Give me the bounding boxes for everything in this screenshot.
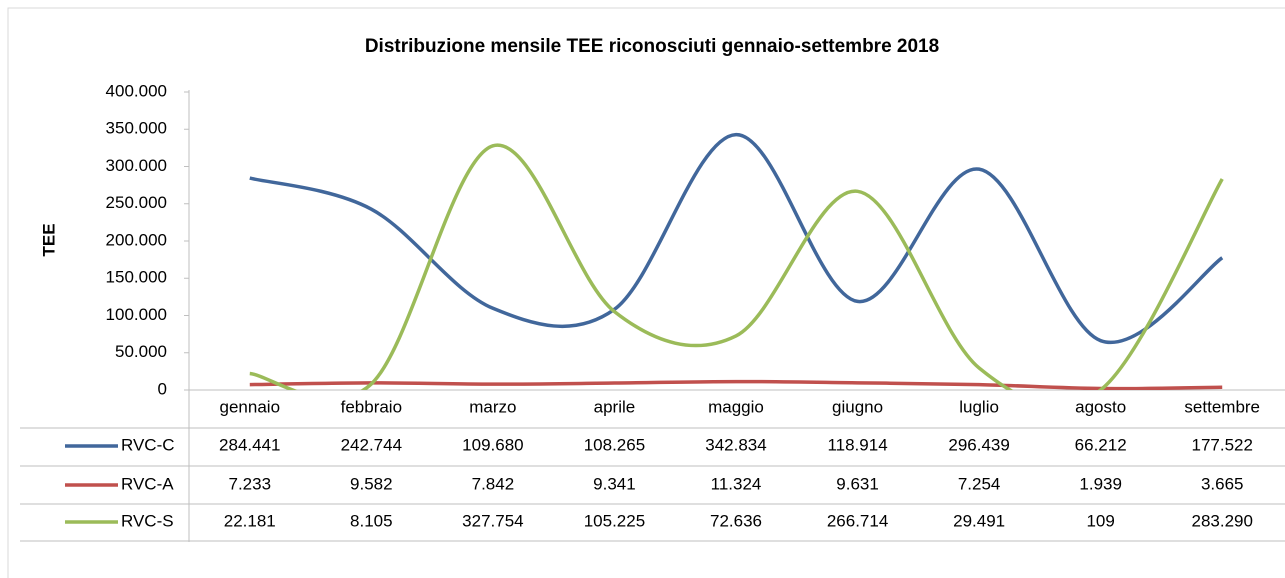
- table-value: 11.324: [711, 474, 762, 493]
- y-tick-label: 50.000: [115, 342, 167, 361]
- y-tick-label: 350.000: [106, 119, 167, 138]
- table-value: 108.265: [584, 435, 645, 454]
- chart-title: Distribuzione mensile TEE riconosciuti g…: [365, 36, 939, 57]
- table-value: 7.254: [958, 474, 1001, 493]
- table-value: 296.439: [948, 435, 1009, 454]
- x-tick-label: maggio: [708, 397, 764, 416]
- table-value: 7.842: [472, 474, 515, 493]
- legend-label: RVC-S: [121, 511, 174, 530]
- x-tick-label: febbraio: [341, 397, 402, 416]
- table-value: 118.914: [827, 435, 887, 454]
- series-line: [249, 379, 1223, 390]
- table-value: 29.491: [953, 511, 1005, 530]
- table-value: 283.290: [1191, 511, 1252, 530]
- table-value: 266.714: [827, 511, 888, 530]
- x-tick-label: luglio: [959, 397, 999, 416]
- legend-label: RVC-A: [121, 474, 174, 493]
- table-value: 7.233: [229, 474, 272, 493]
- table-value: 66.212: [1075, 435, 1127, 454]
- x-tick-label: aprile: [594, 397, 636, 416]
- table-value: 109.680: [462, 435, 523, 454]
- series-line: [249, 132, 1224, 345]
- y-axis-label: TEE: [39, 223, 58, 256]
- table-value: 9.631: [836, 474, 879, 493]
- x-tick-label: giugno: [832, 397, 883, 416]
- chart-border: [7, 7, 1285, 578]
- table-value: 72.636: [710, 511, 762, 530]
- table-value: 9.341: [593, 474, 636, 493]
- plot-area: [249, 132, 1224, 390]
- x-tick-label: gennaio: [220, 397, 281, 416]
- table-value: 327.754: [462, 511, 523, 530]
- table-value: 105.225: [584, 511, 645, 530]
- table-value: 1.939: [1079, 474, 1122, 493]
- table-value: 242.744: [341, 435, 402, 454]
- table-value: 8.105: [350, 511, 393, 530]
- table-value: 177.522: [1191, 435, 1252, 454]
- table-value: 3.665: [1201, 474, 1244, 493]
- y-tick-label: 300.000: [106, 156, 167, 175]
- y-tick-label: 400.000: [106, 81, 167, 100]
- y-tick-label: 250.000: [106, 193, 167, 212]
- table-value: 284.441: [219, 435, 280, 454]
- table-value: 22.181: [224, 511, 276, 530]
- y-tick-label: 100.000: [106, 305, 167, 324]
- y-tick-label: 200.000: [106, 230, 167, 249]
- y-tick-label: 150.000: [106, 268, 167, 287]
- series-line: [249, 143, 1224, 390]
- x-tick-label: marzo: [469, 397, 516, 416]
- table-value: 342.834: [705, 435, 766, 454]
- table-value: 109: [1086, 511, 1114, 530]
- y-tick-label: 0: [158, 379, 167, 398]
- x-tick-label: agosto: [1075, 397, 1126, 416]
- legend-label: RVC-C: [121, 435, 175, 454]
- table-value: 9.582: [350, 474, 393, 493]
- x-tick-label: settembre: [1184, 397, 1260, 416]
